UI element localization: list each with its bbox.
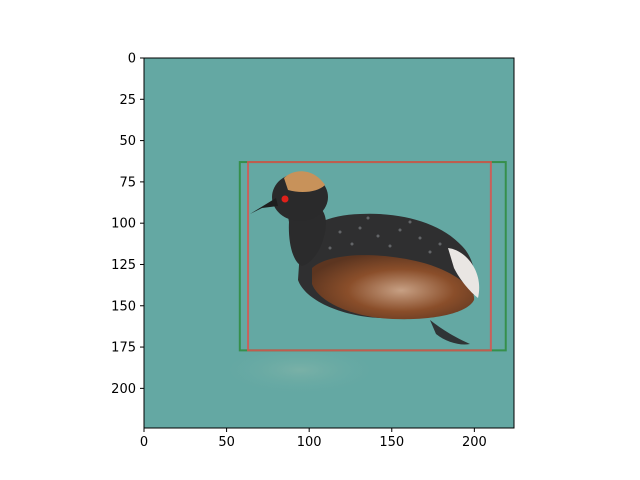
x-tick-label: 0 xyxy=(140,435,148,450)
y-tick-label: 200 xyxy=(111,382,136,397)
bird-eye xyxy=(281,195,289,203)
y-tick-label: 150 xyxy=(111,299,136,314)
bird-foot xyxy=(430,320,470,345)
bounding-boxes xyxy=(238,161,507,352)
x-tick-label: 150 xyxy=(379,435,404,450)
x-tick-label: 100 xyxy=(297,435,322,450)
y-tick-label: 0 xyxy=(128,52,136,67)
photo xyxy=(144,58,514,428)
y-tick-label: 75 xyxy=(119,175,136,190)
grebe-bird xyxy=(250,171,480,345)
axes-frame xyxy=(143,57,515,429)
y-axis: 0 25 50 75 100 125 150 175 200 xyxy=(111,52,144,397)
bird-speckles xyxy=(328,216,442,254)
bird-beak xyxy=(250,198,278,214)
bounding-box-red xyxy=(247,161,492,352)
y-tick-label: 50 xyxy=(119,134,136,149)
y-tick-label: 125 xyxy=(111,258,136,273)
x-tick-label: 200 xyxy=(462,435,487,450)
bird-crest xyxy=(284,171,325,193)
y-tick-label: 25 xyxy=(119,93,136,108)
x-tick-label: 50 xyxy=(218,435,235,450)
bird-tail-white xyxy=(448,248,480,298)
bird-reflection xyxy=(230,348,370,392)
x-axis: 0 50 100 150 200 xyxy=(140,428,487,450)
y-tick-label: 100 xyxy=(111,217,136,232)
y-tick-label: 175 xyxy=(111,341,136,356)
bird-flank xyxy=(312,255,475,320)
